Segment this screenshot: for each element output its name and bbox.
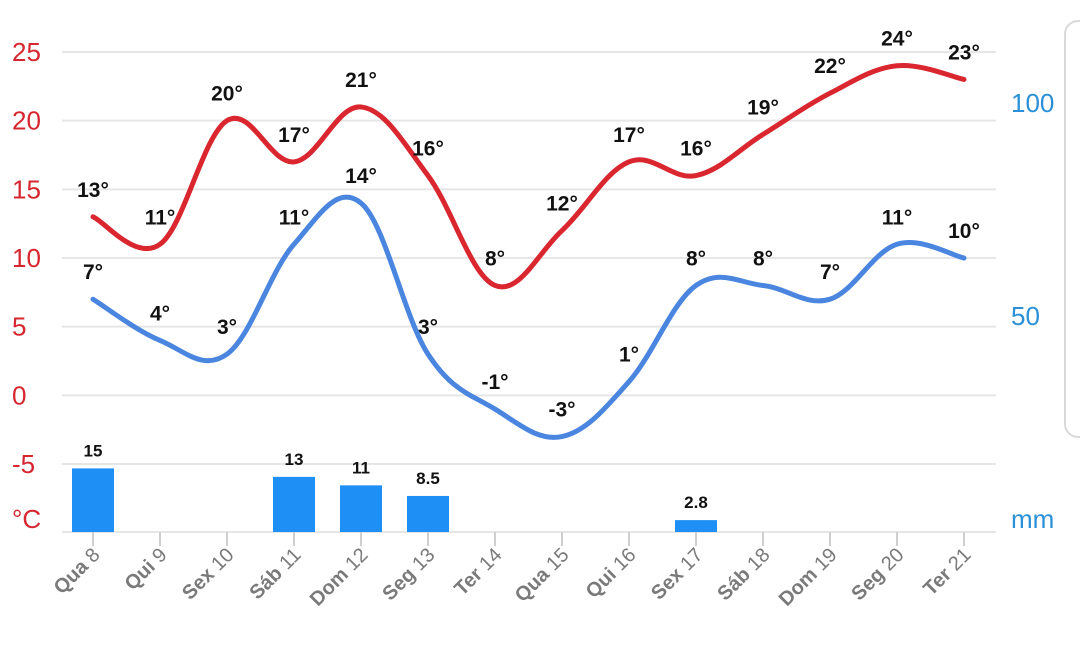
max-temp-line: [90, 62, 967, 290]
min-temp-label: 3°: [217, 316, 237, 339]
y-axis-unit: °C: [12, 504, 41, 534]
min-temp-label: 7°: [83, 261, 103, 284]
precip-bar: [72, 468, 114, 532]
y-tick-label: 10: [12, 243, 41, 273]
precip-bar: [340, 485, 382, 532]
precip-label: 2.8: [684, 493, 708, 512]
max-temp-label: 13°: [77, 179, 109, 202]
y-tick-label: 20: [12, 106, 41, 136]
max-temp-label: 23°: [948, 41, 980, 64]
max-temp-label: 24°: [881, 28, 913, 51]
max-temp-label: 17°: [278, 124, 310, 147]
precip-label: 15: [84, 441, 103, 460]
max-temp-label: 11°: [145, 206, 176, 229]
precip-bar: [407, 495, 449, 532]
x-tick-label: Qua 8: [50, 544, 105, 599]
max-temp-label: 8°: [485, 247, 505, 270]
min-temp-label: 14°: [345, 165, 377, 188]
x-tick-text: Sex 17: [647, 544, 707, 604]
x-tick-text: Dom 12: [306, 544, 373, 611]
min-temp-label: 3°: [418, 316, 438, 339]
x-tick-label: Qui 16: [582, 544, 641, 603]
x-tick-label: Qui 9: [121, 544, 172, 595]
x-tick-label: Ter 21: [919, 544, 975, 600]
x-tick-text: Sáb 11: [245, 544, 305, 604]
min-temp-label: 10°: [948, 220, 980, 243]
y2-tick-label: 50: [1011, 301, 1040, 331]
x-tick-text: Qua 15: [511, 544, 574, 607]
min-temp-label: -3°: [548, 399, 575, 422]
y-tick-label: 25: [12, 37, 41, 67]
precip-label: 13: [285, 450, 304, 469]
temperature-lines: [90, 62, 967, 440]
max-temp-label: 17°: [613, 124, 645, 147]
x-tick-text: Ter 14: [450, 544, 506, 600]
y-tick-label: -5: [12, 449, 35, 479]
x-tick-text: Seg 13: [378, 544, 439, 605]
max-temp-label: 16°: [412, 138, 444, 161]
x-tick-label: Sáb 18: [713, 544, 774, 605]
y-tick-label: 5: [12, 312, 26, 342]
x-tick-text: Qui 9: [121, 544, 172, 595]
x-tick-label: Sex 17: [647, 544, 707, 604]
precip-label: 8.5: [416, 469, 440, 488]
precipitation-bars: 15 13 11 8.5 2.8: [72, 441, 717, 532]
max-temp-label: 21°: [345, 69, 377, 92]
x-tick-label: Sáb 11: [245, 544, 305, 604]
max-temp-label: 19°: [747, 96, 779, 119]
x-tick-label: Ter 14: [450, 544, 506, 600]
y-tick-label: 0: [12, 380, 26, 410]
x-tick-label: Qua 15: [511, 544, 574, 607]
x-tick-text: Qua 8: [50, 544, 105, 599]
max-temp-label: 16°: [680, 138, 712, 161]
min-temp-label: 4°: [150, 302, 170, 325]
x-tick-label: Seg 20: [847, 544, 908, 605]
min-temp-label: 8°: [753, 247, 773, 270]
min-temp-label: 1°: [619, 344, 639, 367]
x-tick-label: Seg 13: [378, 544, 439, 605]
precip-bar: [675, 520, 717, 532]
x-tick-text: Qui 16: [582, 544, 641, 603]
min-temp-label: 11°: [882, 206, 913, 229]
x-tick-text: Sáb 18: [713, 544, 774, 605]
temperature-labels: 13° 11° 20° 17° 21° 16° 8° 12° 17° 16° 19° 22° 24° 23…: [77, 28, 980, 422]
right-axis: 100 50 mm: [1011, 88, 1054, 534]
x-tick-text: Seg 20: [847, 544, 908, 605]
min-temp-label: -1°: [481, 371, 508, 394]
max-temp-label: 22°: [814, 55, 846, 78]
max-temp-label: 20°: [211, 83, 243, 106]
side-panel-edge: [1064, 20, 1080, 438]
x-tick-label: Dom 19: [775, 544, 842, 611]
x-tick-label: Sex 10: [178, 544, 238, 604]
min-temp-label: 8°: [686, 247, 706, 270]
x-tick-label: Dom 12: [306, 544, 373, 611]
left-axis: 25 20 15 10 5 0 -5 °C: [12, 37, 41, 534]
x-tick-text: Ter 21: [919, 544, 975, 600]
x-tick-text: Dom 19: [775, 544, 842, 611]
min-temp-label: 11°: [279, 206, 310, 229]
min-temp-label: 7°: [820, 261, 840, 284]
min-temp-line: [90, 194, 967, 440]
precip-label: 11: [352, 458, 370, 477]
grid-lines: [62, 51, 996, 533]
x-tick-text: Sex 10: [178, 544, 238, 604]
y-tick-label: 15: [12, 174, 41, 204]
y2-axis-unit: mm: [1011, 504, 1054, 534]
y2-tick-label: 100: [1011, 88, 1054, 118]
precip-bar: [273, 476, 315, 532]
max-temp-label: 12°: [546, 193, 578, 216]
